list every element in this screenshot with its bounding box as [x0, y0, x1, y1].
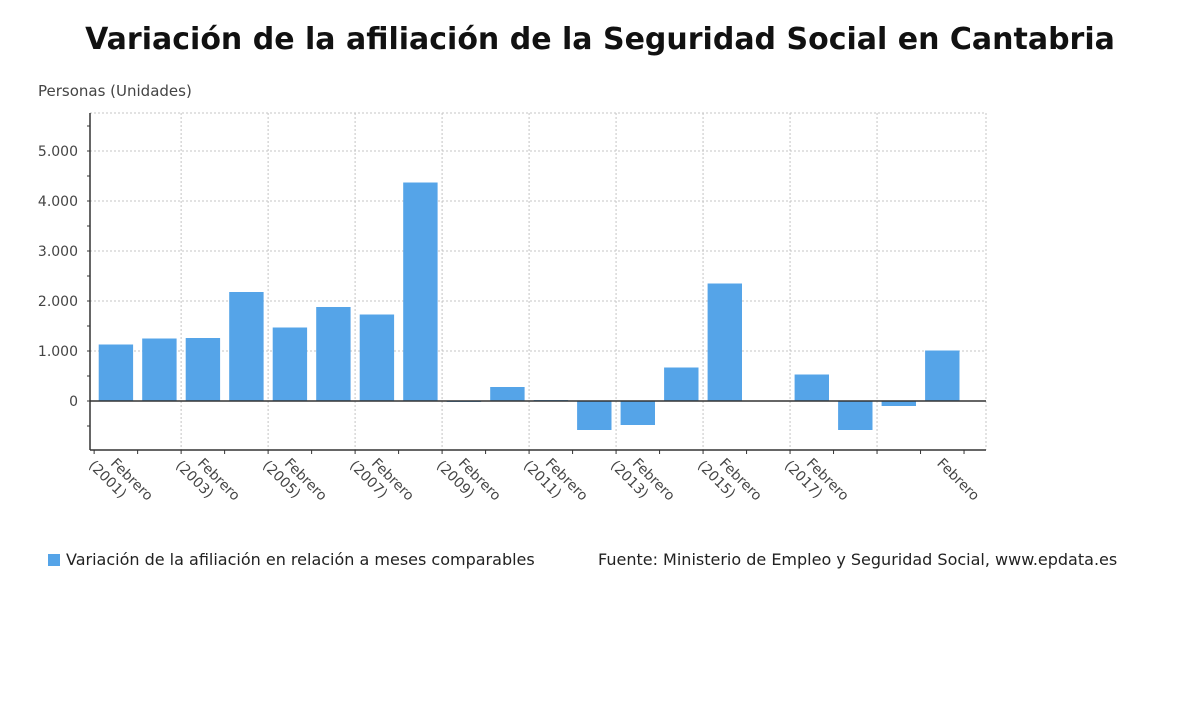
x-tick-label: Febrero(2013) [607, 456, 678, 505]
bar-2002 [142, 338, 177, 401]
x-tick-label: Febrero(2007) [346, 456, 417, 505]
bar-2017 [794, 374, 829, 401]
bar-2007 [359, 314, 395, 401]
bar-2010 [490, 387, 525, 401]
x-tick-label: Febrero(2015) [694, 456, 765, 505]
y-tick-label: 2.000 [38, 294, 78, 310]
bar-2015 [707, 283, 742, 401]
x-tick-label-month: Febrero [933, 456, 982, 505]
bar-2018 [838, 401, 873, 430]
bar-2014 [664, 367, 699, 401]
x-tick-label: Febrero(2009) [433, 456, 504, 505]
bar-2003 [185, 338, 221, 401]
bar-2006 [316, 307, 351, 401]
legend: Variación de la afiliación en relación a… [48, 550, 535, 569]
y-tick-label: 0 [69, 394, 78, 410]
bar-2013 [620, 401, 655, 425]
bar-2020 [925, 350, 960, 401]
y-tick-labels: 0 1.000 2.000 3.000 4.000 5.000 [38, 144, 78, 410]
x-tick-label: Febrero(2001) [85, 456, 156, 505]
bar-2001 [98, 344, 134, 401]
x-tick-labels: Febrero(2001) Febrero(2003) Febrero(2005) F… [85, 456, 982, 505]
bars-layer [98, 182, 960, 430]
chart-title: Variación de la afiliación de la Segurid… [85, 22, 1115, 57]
y-tick-label: 1.000 [38, 344, 78, 360]
legend-label: Variación de la afiliación en relación a… [66, 550, 535, 569]
bar-2008 [403, 182, 438, 401]
bar-2005 [272, 327, 308, 401]
bar-chart: 0 1.000 2.000 3.000 4.000 5.000 Febrero(2001)… [38, 112, 987, 505]
x-tick-label: Febrero(2017) [781, 456, 852, 505]
bar-2012 [577, 401, 612, 430]
grid-layer [90, 112, 987, 450]
x-tick-label: Febrero(2005) [259, 456, 330, 505]
x-tick-label: Febrero(2003) [172, 456, 243, 505]
source-note: Fuente: Ministerio de Empleo y Seguridad… [598, 550, 1118, 569]
legend-swatch [48, 553, 60, 566]
axes-layer [87, 113, 986, 454]
bar-2004 [229, 292, 264, 401]
y-axis-label: Personas (Unidades) [38, 82, 192, 100]
y-tick-label: 4.000 [38, 194, 78, 210]
bar-2019 [881, 401, 916, 406]
x-tick-label: Febrero [933, 456, 982, 505]
y-tick-label: 3.000 [38, 244, 78, 260]
x-tick-label: Febrero(2011) [520, 456, 591, 505]
y-tick-label: 5.000 [38, 144, 78, 160]
